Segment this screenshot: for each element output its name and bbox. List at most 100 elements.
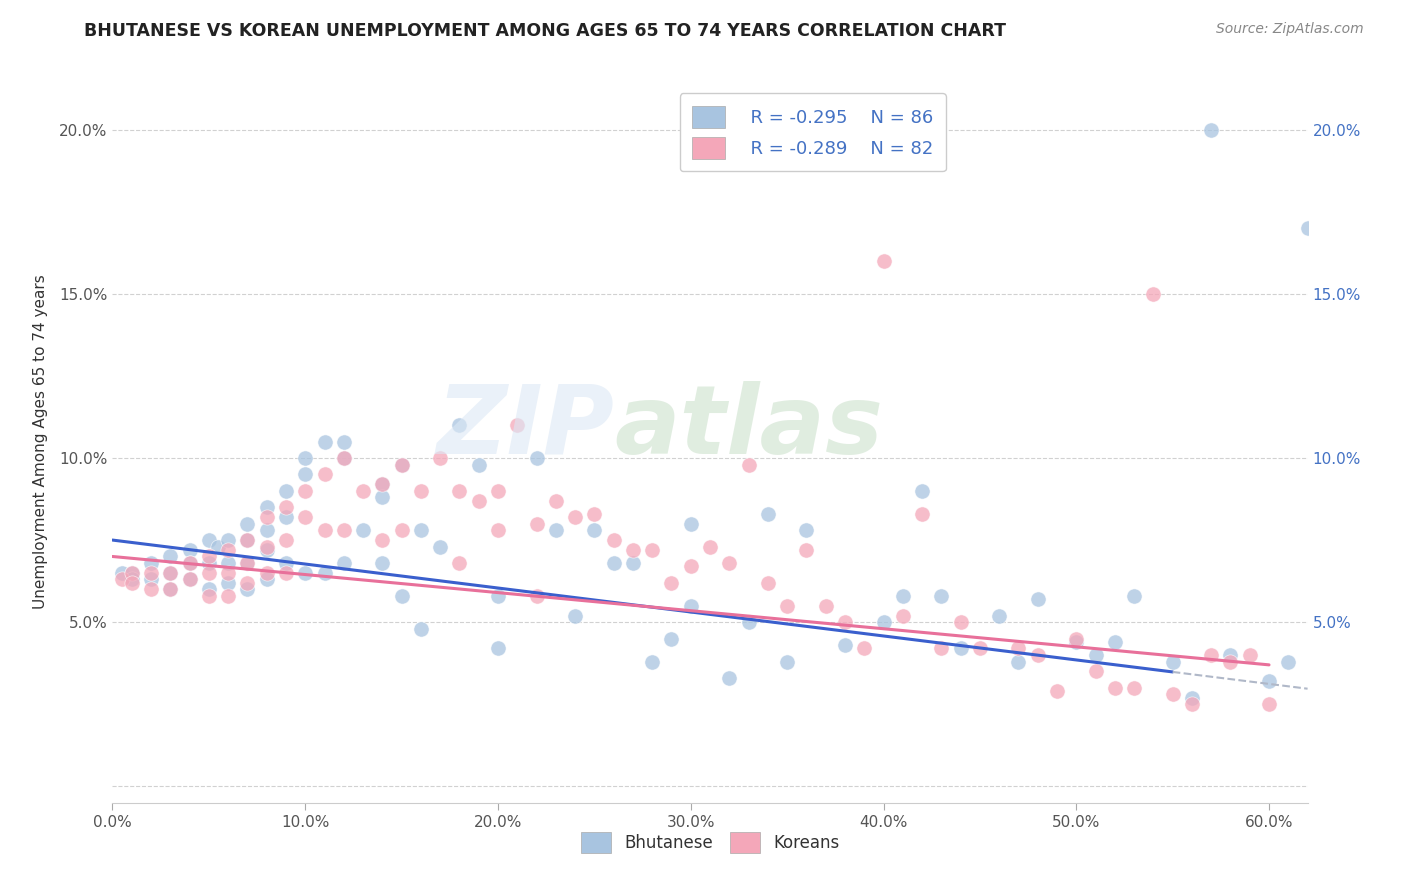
Point <box>467 458 489 472</box>
Point <box>236 533 259 547</box>
Point <box>236 556 259 570</box>
Point <box>256 542 278 557</box>
Point <box>198 556 221 570</box>
Point <box>274 566 297 580</box>
Point <box>111 573 134 587</box>
Point <box>274 556 297 570</box>
Point <box>1007 655 1029 669</box>
Point <box>834 638 856 652</box>
Point <box>391 458 413 472</box>
Point <box>486 523 509 537</box>
Point <box>294 483 316 498</box>
Point <box>526 589 548 603</box>
Point <box>718 556 741 570</box>
Point <box>198 582 221 597</box>
Point <box>1239 648 1261 662</box>
Point <box>139 582 162 597</box>
Point <box>718 671 741 685</box>
Point <box>1219 655 1241 669</box>
Point <box>198 533 221 547</box>
Point <box>699 540 721 554</box>
Point <box>911 507 934 521</box>
Point <box>1026 592 1049 607</box>
Point <box>236 516 259 531</box>
Point <box>207 540 229 554</box>
Point <box>371 533 394 547</box>
Point <box>294 467 316 482</box>
Point <box>352 483 374 498</box>
Point <box>949 641 972 656</box>
Point <box>236 533 259 547</box>
Point <box>236 556 259 570</box>
Text: Source: ZipAtlas.com: Source: ZipAtlas.com <box>1216 22 1364 37</box>
Point <box>1296 221 1319 235</box>
Point <box>679 559 702 574</box>
Point <box>371 556 394 570</box>
Point <box>641 655 664 669</box>
Point <box>776 655 799 669</box>
Point <box>641 542 664 557</box>
Point <box>256 573 278 587</box>
Point <box>429 540 451 554</box>
Point <box>1104 635 1126 649</box>
Point <box>486 483 509 498</box>
Point <box>449 483 471 498</box>
Point <box>467 493 489 508</box>
Point <box>486 641 509 656</box>
Point <box>449 556 471 570</box>
Point <box>121 575 143 590</box>
Point <box>1161 687 1184 701</box>
Point <box>872 615 894 630</box>
Y-axis label: Unemployment Among Ages 65 to 74 years: Unemployment Among Ages 65 to 74 years <box>34 274 48 609</box>
Point <box>853 641 876 656</box>
Point <box>314 523 336 537</box>
Point <box>1199 122 1222 136</box>
Point <box>737 458 759 472</box>
Point <box>371 477 394 491</box>
Point <box>274 533 297 547</box>
Point <box>236 582 259 597</box>
Point <box>314 467 336 482</box>
Point <box>217 533 239 547</box>
Point <box>198 589 221 603</box>
Point <box>409 523 432 537</box>
Point <box>179 573 201 587</box>
Point <box>159 582 181 597</box>
Point <box>139 556 162 570</box>
Point <box>506 418 529 433</box>
Point <box>583 523 606 537</box>
Point <box>1123 589 1146 603</box>
Point <box>256 523 278 537</box>
Point <box>256 566 278 580</box>
Point <box>198 549 221 564</box>
Point <box>1084 665 1107 679</box>
Point <box>333 450 356 465</box>
Point <box>1064 635 1087 649</box>
Point <box>1316 648 1339 662</box>
Point <box>121 573 143 587</box>
Text: ZIP: ZIP <box>436 381 614 474</box>
Point <box>121 566 143 580</box>
Point <box>198 566 221 580</box>
Legend: Bhutanese, Koreans: Bhutanese, Koreans <box>574 826 846 860</box>
Point <box>391 589 413 603</box>
Point <box>429 450 451 465</box>
Point <box>544 493 567 508</box>
Point <box>756 575 779 590</box>
Point <box>217 556 239 570</box>
Point <box>796 523 818 537</box>
Point <box>391 523 413 537</box>
Point <box>1046 684 1069 698</box>
Point <box>217 566 239 580</box>
Point <box>1104 681 1126 695</box>
Point <box>294 510 316 524</box>
Point <box>256 500 278 515</box>
Point <box>1161 655 1184 669</box>
Point <box>1199 648 1222 662</box>
Point <box>256 540 278 554</box>
Text: BHUTANESE VS KOREAN UNEMPLOYMENT AMONG AGES 65 TO 74 YEARS CORRELATION CHART: BHUTANESE VS KOREAN UNEMPLOYMENT AMONG A… <box>84 22 1007 40</box>
Point <box>1181 690 1204 705</box>
Point <box>352 523 374 537</box>
Point <box>217 575 239 590</box>
Point <box>294 450 316 465</box>
